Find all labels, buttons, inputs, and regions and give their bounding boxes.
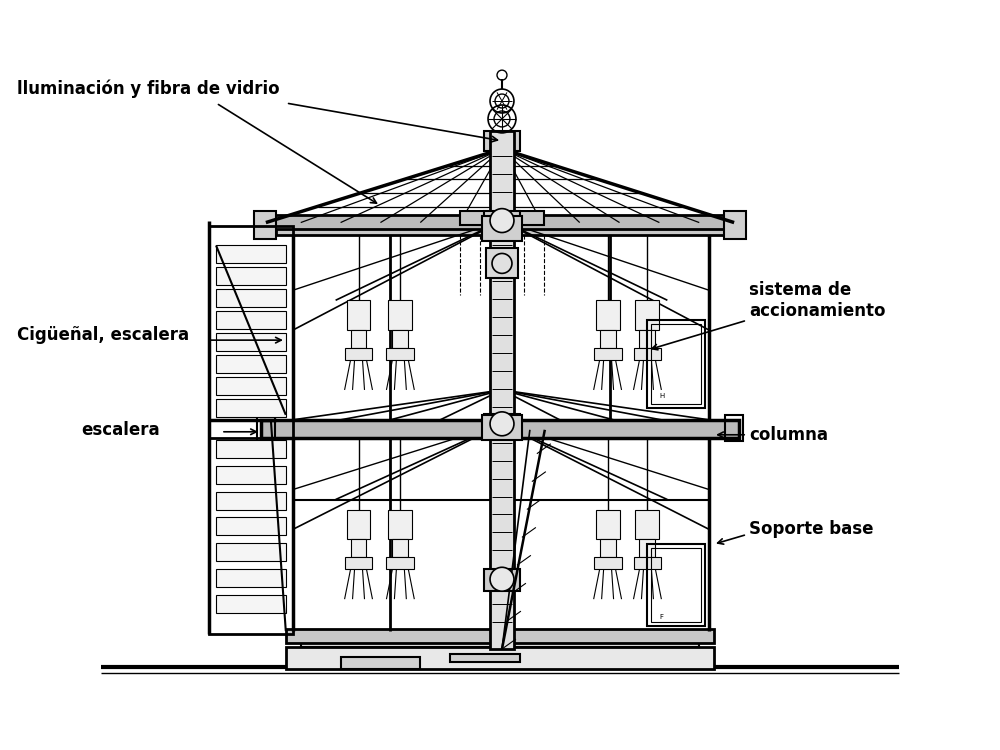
- Bar: [639, 539, 655, 557]
- Bar: [216, 377, 286, 395]
- Text: F: F: [659, 614, 663, 620]
- Bar: [484, 211, 520, 232]
- Bar: [647, 320, 705, 408]
- Bar: [450, 654, 520, 662]
- Bar: [634, 557, 661, 569]
- Text: H: H: [659, 393, 665, 399]
- Text: Soporte base: Soporte base: [749, 520, 874, 538]
- Bar: [216, 440, 286, 458]
- Bar: [386, 557, 414, 569]
- Bar: [639, 330, 655, 348]
- Bar: [724, 211, 746, 238]
- Text: columna: columna: [749, 426, 828, 444]
- Bar: [257, 415, 275, 441]
- Bar: [635, 300, 659, 330]
- Bar: [484, 131, 520, 151]
- Bar: [388, 300, 412, 330]
- Bar: [271, 214, 729, 229]
- Circle shape: [492, 254, 512, 274]
- Bar: [351, 330, 366, 348]
- Text: Cigüeñal, escalera: Cigüeñal, escalera: [17, 326, 189, 344]
- Bar: [347, 300, 370, 330]
- Bar: [490, 131, 514, 649]
- Bar: [209, 420, 293, 634]
- Bar: [216, 543, 286, 561]
- Bar: [600, 539, 616, 557]
- Bar: [276, 424, 724, 438]
- Bar: [216, 311, 286, 329]
- Bar: [216, 268, 286, 285]
- Bar: [482, 415, 522, 440]
- Bar: [596, 509, 620, 539]
- Bar: [286, 629, 714, 643]
- Bar: [216, 245, 286, 263]
- Bar: [301, 637, 699, 647]
- Bar: [286, 647, 714, 669]
- Bar: [209, 226, 293, 420]
- Bar: [651, 548, 701, 622]
- Bar: [216, 491, 286, 509]
- Bar: [635, 509, 659, 539]
- Bar: [634, 348, 661, 360]
- Bar: [216, 466, 286, 484]
- Bar: [347, 509, 370, 539]
- Bar: [216, 518, 286, 536]
- Bar: [386, 348, 414, 360]
- Bar: [392, 330, 408, 348]
- Bar: [254, 211, 276, 238]
- Bar: [594, 348, 622, 360]
- Bar: [486, 248, 518, 278]
- Bar: [392, 539, 408, 557]
- Bar: [345, 557, 372, 569]
- Circle shape: [490, 209, 514, 232]
- Bar: [216, 399, 286, 417]
- Bar: [216, 290, 286, 308]
- Bar: [261, 420, 739, 438]
- Bar: [460, 211, 544, 224]
- Circle shape: [490, 412, 514, 436]
- Bar: [484, 414, 520, 436]
- Bar: [725, 415, 743, 441]
- Bar: [351, 539, 366, 557]
- Bar: [600, 330, 616, 348]
- Bar: [482, 215, 522, 241]
- Circle shape: [490, 567, 514, 591]
- Bar: [596, 300, 620, 330]
- Bar: [484, 569, 520, 591]
- Bar: [345, 348, 372, 360]
- Bar: [276, 220, 724, 235]
- Text: lluminación y fibra de vidrio: lluminación y fibra de vidrio: [17, 80, 279, 98]
- Bar: [216, 569, 286, 587]
- Bar: [388, 509, 412, 539]
- Bar: [647, 544, 705, 626]
- Text: sistema de
accionamiento: sistema de accionamiento: [749, 281, 886, 320]
- Bar: [341, 657, 420, 669]
- Bar: [216, 596, 286, 613]
- Bar: [651, 324, 701, 404]
- Text: escalera: escalera: [82, 421, 160, 439]
- Bar: [594, 557, 622, 569]
- Bar: [216, 355, 286, 373]
- Bar: [216, 333, 286, 351]
